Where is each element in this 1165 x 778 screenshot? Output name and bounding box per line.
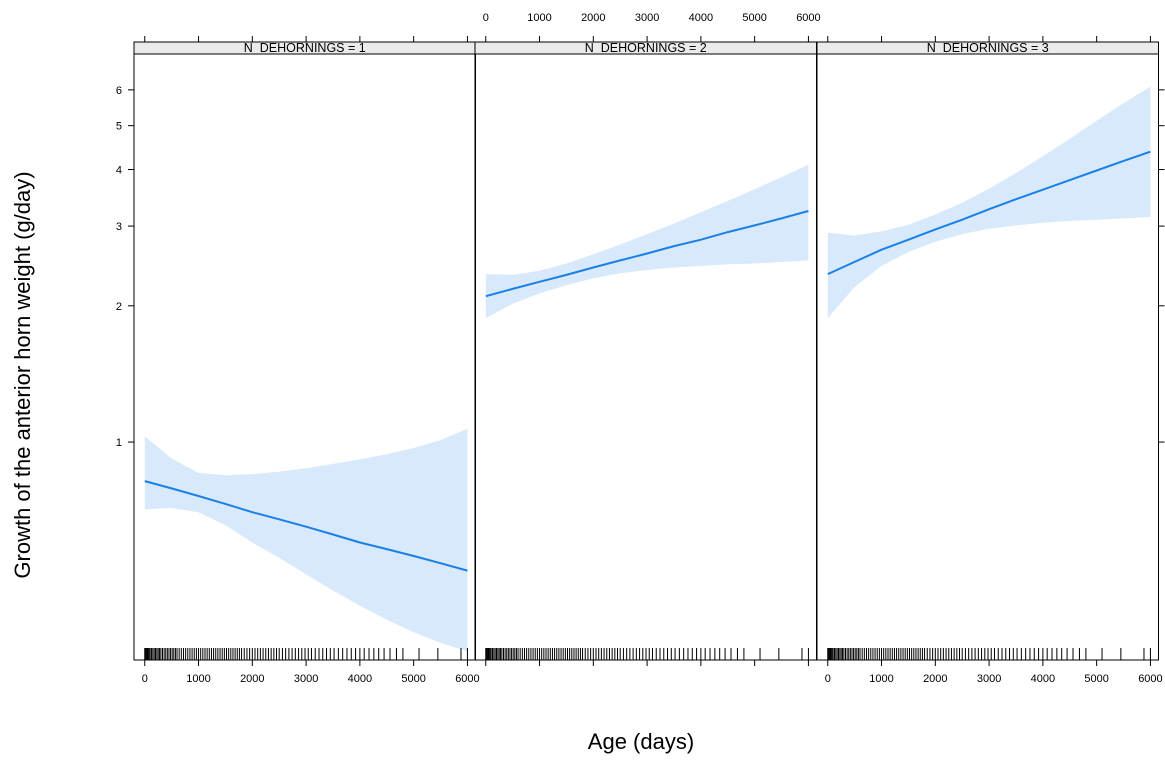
y-tick-label: 4 bbox=[116, 165, 122, 177]
panel-1: N_DEHORNINGS = 1 bbox=[133, 41, 476, 661]
x-tick-label: 0 bbox=[825, 673, 831, 685]
x-tick-label: 5000 bbox=[1084, 673, 1108, 685]
x-tick-label: 5000 bbox=[401, 673, 425, 685]
y-axis-title: Growth of the anterior horn weight (g/da… bbox=[10, 171, 35, 578]
x-tick-label: 6000 bbox=[455, 673, 479, 685]
strip-label: N_DEHORNINGS = 1 bbox=[244, 41, 366, 55]
x-tick-label: 4000 bbox=[348, 673, 372, 685]
x-tick-label: 0 bbox=[142, 673, 148, 685]
x-tick-label: 1000 bbox=[186, 673, 210, 685]
confidence-band bbox=[485, 164, 809, 318]
x-tick-label: 6000 bbox=[796, 12, 820, 24]
y-tick-label: 3 bbox=[116, 221, 122, 233]
x-tick-label: 2000 bbox=[240, 673, 264, 685]
panel-2: N_DEHORNINGS = 2 bbox=[474, 41, 817, 661]
fitted-line bbox=[827, 150, 1151, 276]
strip-label: N_DEHORNINGS = 3 bbox=[927, 41, 1049, 55]
x-tick-label: 3000 bbox=[977, 673, 1001, 685]
x-tick-label: 2000 bbox=[581, 12, 605, 24]
x-tick-label: 3000 bbox=[635, 12, 659, 24]
x-tick-label: 2000 bbox=[923, 673, 947, 685]
y-tick-label: 5 bbox=[116, 121, 122, 133]
x-tick-label: 4000 bbox=[1031, 673, 1055, 685]
x-tick-label: 3000 bbox=[294, 673, 318, 685]
x-tick-label: 1000 bbox=[869, 673, 893, 685]
x-tick-label: 6000 bbox=[1138, 673, 1162, 685]
x-tick-label: 0 bbox=[483, 12, 489, 24]
x-axis-title: Age (days) bbox=[588, 729, 694, 754]
x-tick-label: 1000 bbox=[527, 12, 551, 24]
strip-label: N_DEHORNINGS = 2 bbox=[585, 41, 707, 55]
fitted-line bbox=[485, 210, 809, 298]
y-tick-label: 6 bbox=[116, 85, 122, 97]
y-tick-label: 2 bbox=[116, 301, 122, 313]
fitted-line bbox=[144, 480, 468, 572]
panel-border bbox=[816, 53, 1159, 661]
x-tick-label: 4000 bbox=[689, 12, 713, 24]
y-tick-label: 1 bbox=[116, 437, 122, 449]
x-tick-label: 5000 bbox=[742, 12, 766, 24]
panel-3: N_DEHORNINGS = 3 bbox=[816, 41, 1159, 661]
confidence-band bbox=[827, 86, 1151, 318]
panel-border bbox=[474, 53, 817, 661]
panels-layer: N_DEHORNINGS = 1 N_DEHORNINGS = 2 N_DEHORN… bbox=[133, 41, 1159, 661]
confidence-band bbox=[144, 428, 468, 652]
